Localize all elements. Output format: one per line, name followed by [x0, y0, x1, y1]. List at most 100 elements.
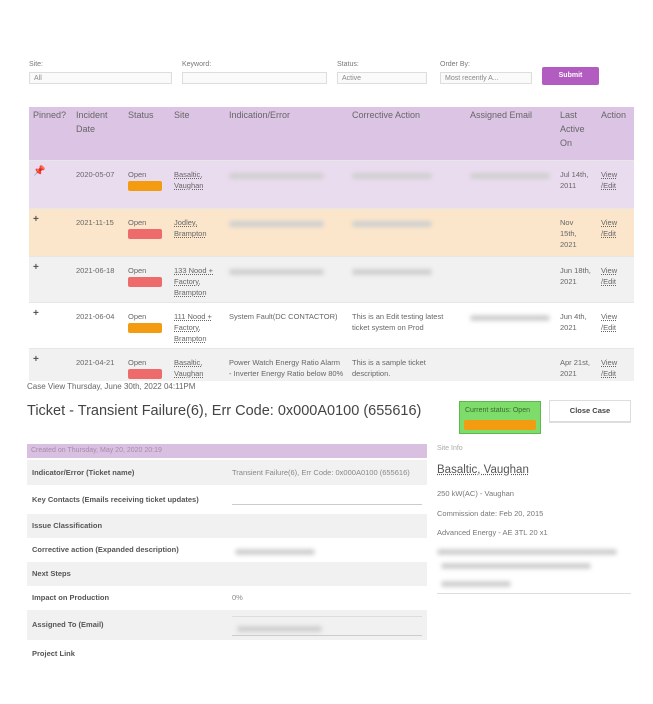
- site[interactable]: Jodley, Brampton: [174, 218, 207, 238]
- detail-label: Project Link: [32, 649, 75, 658]
- site-detail: 250 kW(AC) - Vaughan: [437, 489, 514, 498]
- redacted: [229, 173, 324, 179]
- detail-label: Assigned To (Email): [32, 620, 104, 629]
- site-detail: Commission date: Feb 20, 2015: [437, 508, 544, 518]
- filter-label: Status:: [337, 61, 359, 68]
- last-active: Nov 15th, 2021: [560, 218, 577, 249]
- status-badge: [128, 369, 162, 379]
- status-badge: [128, 229, 162, 239]
- detail-row: Next Steps: [27, 562, 427, 586]
- status: Open: [128, 218, 147, 227]
- submit-button[interactable]: Submit: [542, 67, 599, 85]
- column-header: Action: [601, 110, 627, 120]
- pin-button[interactable]: +: [33, 214, 39, 225]
- view-edit-link[interactable]: View /Edit: [601, 266, 618, 286]
- details-panel: Created on Thursday, May 20, 2020 20:19 …: [27, 444, 427, 674]
- tickets-table: Pinned? Incident Date Status Site Indication…: [29, 107, 634, 381]
- case-timestamp: Case View Thursday, June 30th, 2022 04:1…: [27, 382, 196, 391]
- incident-date: 2021-06-04: [76, 312, 115, 321]
- current-status: Current status: Open: [465, 407, 530, 414]
- status-box: Current status: Open: [459, 401, 541, 434]
- assigned-input[interactable]: [232, 616, 422, 636]
- detail-value: Transient Failure(6), Err Code: 0x000A01…: [232, 467, 410, 477]
- status-badge: [128, 323, 162, 333]
- table-row: +2021-06-18 Open 133 Nood + Factory, Bramp…: [29, 256, 634, 302]
- site[interactable]: Basaltic, Vaughan: [174, 170, 204, 190]
- redacted: [470, 315, 550, 321]
- status: Open: [128, 170, 147, 179]
- detail-row: Corrective action (Expanded description): [27, 538, 427, 562]
- redacted: [237, 626, 322, 632]
- column-header: Pinned?: [33, 110, 67, 120]
- filter-label: Order By:: [440, 61, 470, 68]
- corrective-action: This is a sample ticket description.: [352, 358, 426, 378]
- indication: Power Watch Energy Ratio Alarm - Inverte…: [229, 358, 344, 378]
- detail-label: Indicator/Error (Ticket name): [32, 467, 135, 477]
- table-row: +2021-04-21 Open Basaltic, Vaughan Power Wa…: [29, 348, 634, 381]
- pin-button[interactable]: +: [33, 354, 39, 365]
- close-case-button[interactable]: Close Case: [549, 400, 631, 423]
- redacted: [352, 173, 432, 179]
- last-active: Jul 14th, 2011: [560, 170, 589, 190]
- status-badge: [464, 420, 536, 430]
- site-info-heading: Site Info: [437, 445, 463, 452]
- detail-row: Project Link: [27, 640, 427, 668]
- table-header: [29, 107, 634, 160]
- redacted: [470, 173, 550, 179]
- status-badge: [128, 277, 162, 287]
- site[interactable]: 111 Nood + Factory, Brampton: [174, 312, 212, 343]
- column-header: Site: [174, 110, 190, 120]
- detail-row: Impact on Production 0%: [27, 586, 427, 610]
- redacted: [352, 221, 432, 227]
- detail-row: Key Contacts (Emails receiving ticket up…: [27, 485, 427, 514]
- redacted: [229, 269, 324, 275]
- detail-row: Indicator/Error (Ticket name) Transient F…: [27, 460, 427, 485]
- table-row: +2021-11-15 Open Jodley, Brampton Nov 15th,…: [29, 208, 634, 256]
- detail-label: Corrective action (Expanded description): [32, 545, 179, 554]
- table-row: +2021-06-04 Open 111 Nood + Factory, Bramp…: [29, 302, 634, 348]
- pin-button[interactable]: +: [33, 308, 39, 319]
- detail-label: Impact on Production: [32, 593, 110, 602]
- view-edit-link[interactable]: View /Edit: [601, 358, 618, 378]
- status: Open: [128, 266, 147, 275]
- filter-label: Keyword:: [182, 61, 212, 68]
- column-header: Last Active On: [560, 110, 585, 148]
- status-badge: [128, 181, 162, 191]
- redacted: [235, 549, 315, 555]
- case-title: Ticket - Transient Failure(6), Err Code:…: [27, 403, 422, 419]
- site[interactable]: 133 Nood + Factory, Brampton: [174, 266, 213, 297]
- detail-row: Issue Classification: [27, 514, 427, 538]
- redacted: [352, 269, 432, 275]
- incident-date: 2021-06-18: [76, 266, 115, 275]
- site-name[interactable]: Basaltic, Vaughan: [437, 464, 529, 476]
- detail-value: 0%: [232, 593, 243, 602]
- detail-label: Issue Classification: [32, 521, 103, 530]
- view-edit-link[interactable]: View /Edit: [601, 218, 618, 238]
- filter-input[interactable]: All: [29, 72, 172, 84]
- filter-input[interactable]: Most recently A...: [440, 72, 532, 84]
- unpin-icon[interactable]: 📌: [33, 166, 46, 177]
- last-active: Jun 4th, 2021: [560, 312, 587, 332]
- view-edit-link[interactable]: View /Edit: [601, 312, 618, 332]
- filter-input[interactable]: [182, 72, 327, 84]
- view-edit-link[interactable]: View /Edit: [601, 170, 618, 190]
- contacts-input[interactable]: [232, 490, 422, 505]
- status: Open: [128, 358, 147, 367]
- last-active: Apr 21st, 2021: [560, 358, 591, 378]
- filter-input[interactable]: Active: [337, 72, 427, 84]
- column-header: Incident Date: [76, 110, 108, 134]
- column-header: Indication/Error: [229, 110, 291, 120]
- incident-date: 2021-04-21: [76, 358, 115, 367]
- site-info-panel: Site Info Basaltic, Vaughan 250 kW(AC) -…: [437, 443, 631, 594]
- filter-label: Site:: [29, 61, 44, 68]
- redacted: [229, 221, 324, 227]
- detail-label: Key Contacts (Emails receiving ticket up…: [32, 494, 199, 504]
- column-header: Assigned Email: [470, 110, 533, 120]
- detail-label: Next Steps: [32, 569, 71, 578]
- pin-button[interactable]: +: [33, 262, 39, 273]
- corrective-action: This is an Edit testing latest ticket sy…: [352, 312, 444, 332]
- last-active: Jun 18th, 2021: [560, 266, 591, 286]
- incident-date: 2021-11-15: [76, 218, 114, 227]
- site[interactable]: Basaltic, Vaughan: [174, 358, 204, 378]
